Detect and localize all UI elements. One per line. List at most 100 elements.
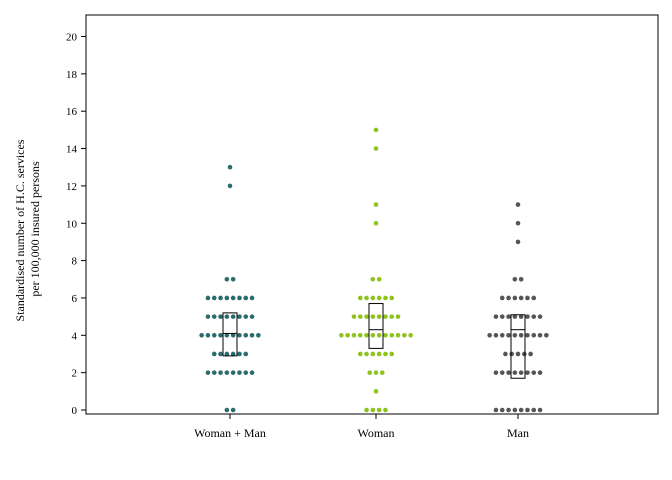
- data-point: [531, 295, 537, 301]
- data-point: [227, 183, 233, 189]
- data-point: [211, 314, 217, 319]
- data-point: [370, 333, 376, 338]
- data-point: [537, 370, 543, 375]
- data-point: [205, 314, 211, 319]
- data-point: [402, 333, 407, 338]
- data-point: [249, 314, 255, 319]
- y-tick-label: 0: [72, 405, 78, 417]
- data-point: [544, 333, 549, 338]
- data-point: [364, 407, 369, 413]
- data-point: [357, 333, 363, 338]
- data-point: [224, 407, 230, 413]
- data-point: [515, 239, 521, 245]
- y-axis-title-line-2: per 100,000 insured persons: [28, 161, 42, 297]
- data-point: [364, 351, 369, 357]
- data-point: [487, 333, 492, 338]
- data-point: [237, 370, 242, 375]
- data-point: [351, 333, 357, 338]
- data-point: [389, 333, 395, 338]
- data-point: [224, 314, 230, 319]
- x-category-label: Woman: [357, 426, 394, 440]
- x-category-label: Man: [507, 426, 529, 440]
- data-point: [357, 314, 363, 319]
- data-point: [373, 127, 379, 133]
- data-point: [351, 314, 357, 319]
- data-point: [373, 389, 379, 394]
- data-point: [525, 295, 530, 301]
- data-point: [230, 295, 236, 301]
- data-point: [230, 351, 236, 357]
- data-point: [211, 351, 217, 357]
- plot-frame: [85, 14, 659, 415]
- data-point: [515, 351, 521, 357]
- data-point: [537, 407, 543, 413]
- data-point: [389, 351, 395, 357]
- data-point: [383, 314, 388, 319]
- data-point: [395, 314, 401, 319]
- chart-marks: [199, 127, 549, 413]
- data-point: [383, 295, 388, 301]
- y-tick-label: 6: [72, 293, 78, 305]
- data-point: [218, 370, 223, 375]
- data-point: [525, 314, 530, 319]
- data-point: [256, 333, 261, 338]
- data-point: [506, 314, 511, 319]
- data-point: [512, 295, 518, 301]
- data-point: [370, 407, 376, 413]
- data-point: [218, 351, 223, 357]
- data-point: [531, 314, 537, 319]
- series-group: [199, 164, 261, 413]
- y-tick-label: 8: [72, 256, 78, 268]
- data-point: [525, 333, 530, 338]
- data-point: [230, 276, 236, 282]
- data-point: [357, 295, 363, 301]
- data-point: [493, 407, 499, 413]
- data-point: [518, 370, 524, 375]
- data-point: [237, 351, 242, 357]
- iqr-box: [368, 303, 384, 349]
- data-point: [518, 333, 524, 338]
- data-point: [243, 333, 249, 338]
- data-point: [531, 333, 537, 338]
- data-point: [230, 314, 236, 319]
- data-point: [376, 295, 382, 301]
- data-point: [509, 351, 514, 357]
- series-group: [487, 202, 549, 413]
- data-point: [537, 333, 543, 338]
- data-point: [224, 295, 230, 301]
- data-point: [376, 333, 382, 338]
- data-point: [376, 351, 382, 357]
- data-point: [364, 295, 369, 301]
- data-point: [537, 314, 543, 319]
- data-point: [506, 295, 511, 301]
- data-point: [499, 370, 505, 375]
- data-point: [224, 333, 230, 338]
- data-point: [370, 351, 376, 357]
- y-tick-label: 10: [66, 218, 78, 230]
- iqr-box: [510, 314, 526, 379]
- data-point: [503, 351, 508, 357]
- data-point: [515, 220, 521, 226]
- data-point: [237, 295, 242, 301]
- data-point: [493, 314, 499, 319]
- data-point: [528, 351, 533, 357]
- data-point: [249, 370, 255, 375]
- data-point: [249, 295, 255, 301]
- data-point: [408, 333, 413, 338]
- data-point: [512, 333, 518, 338]
- y-tick-label: 2: [72, 368, 78, 380]
- data-point: [211, 370, 217, 375]
- data-point: [199, 333, 204, 338]
- data-point: [395, 333, 401, 338]
- data-point: [230, 370, 236, 375]
- data-point: [224, 276, 230, 282]
- data-point: [512, 314, 518, 319]
- data-point: [518, 276, 524, 282]
- data-point: [224, 370, 230, 375]
- data-point: [243, 295, 249, 301]
- data-point: [227, 164, 233, 170]
- data-point: [389, 295, 395, 301]
- data-point: [224, 351, 230, 357]
- data-point: [512, 407, 518, 413]
- data-point: [218, 314, 223, 319]
